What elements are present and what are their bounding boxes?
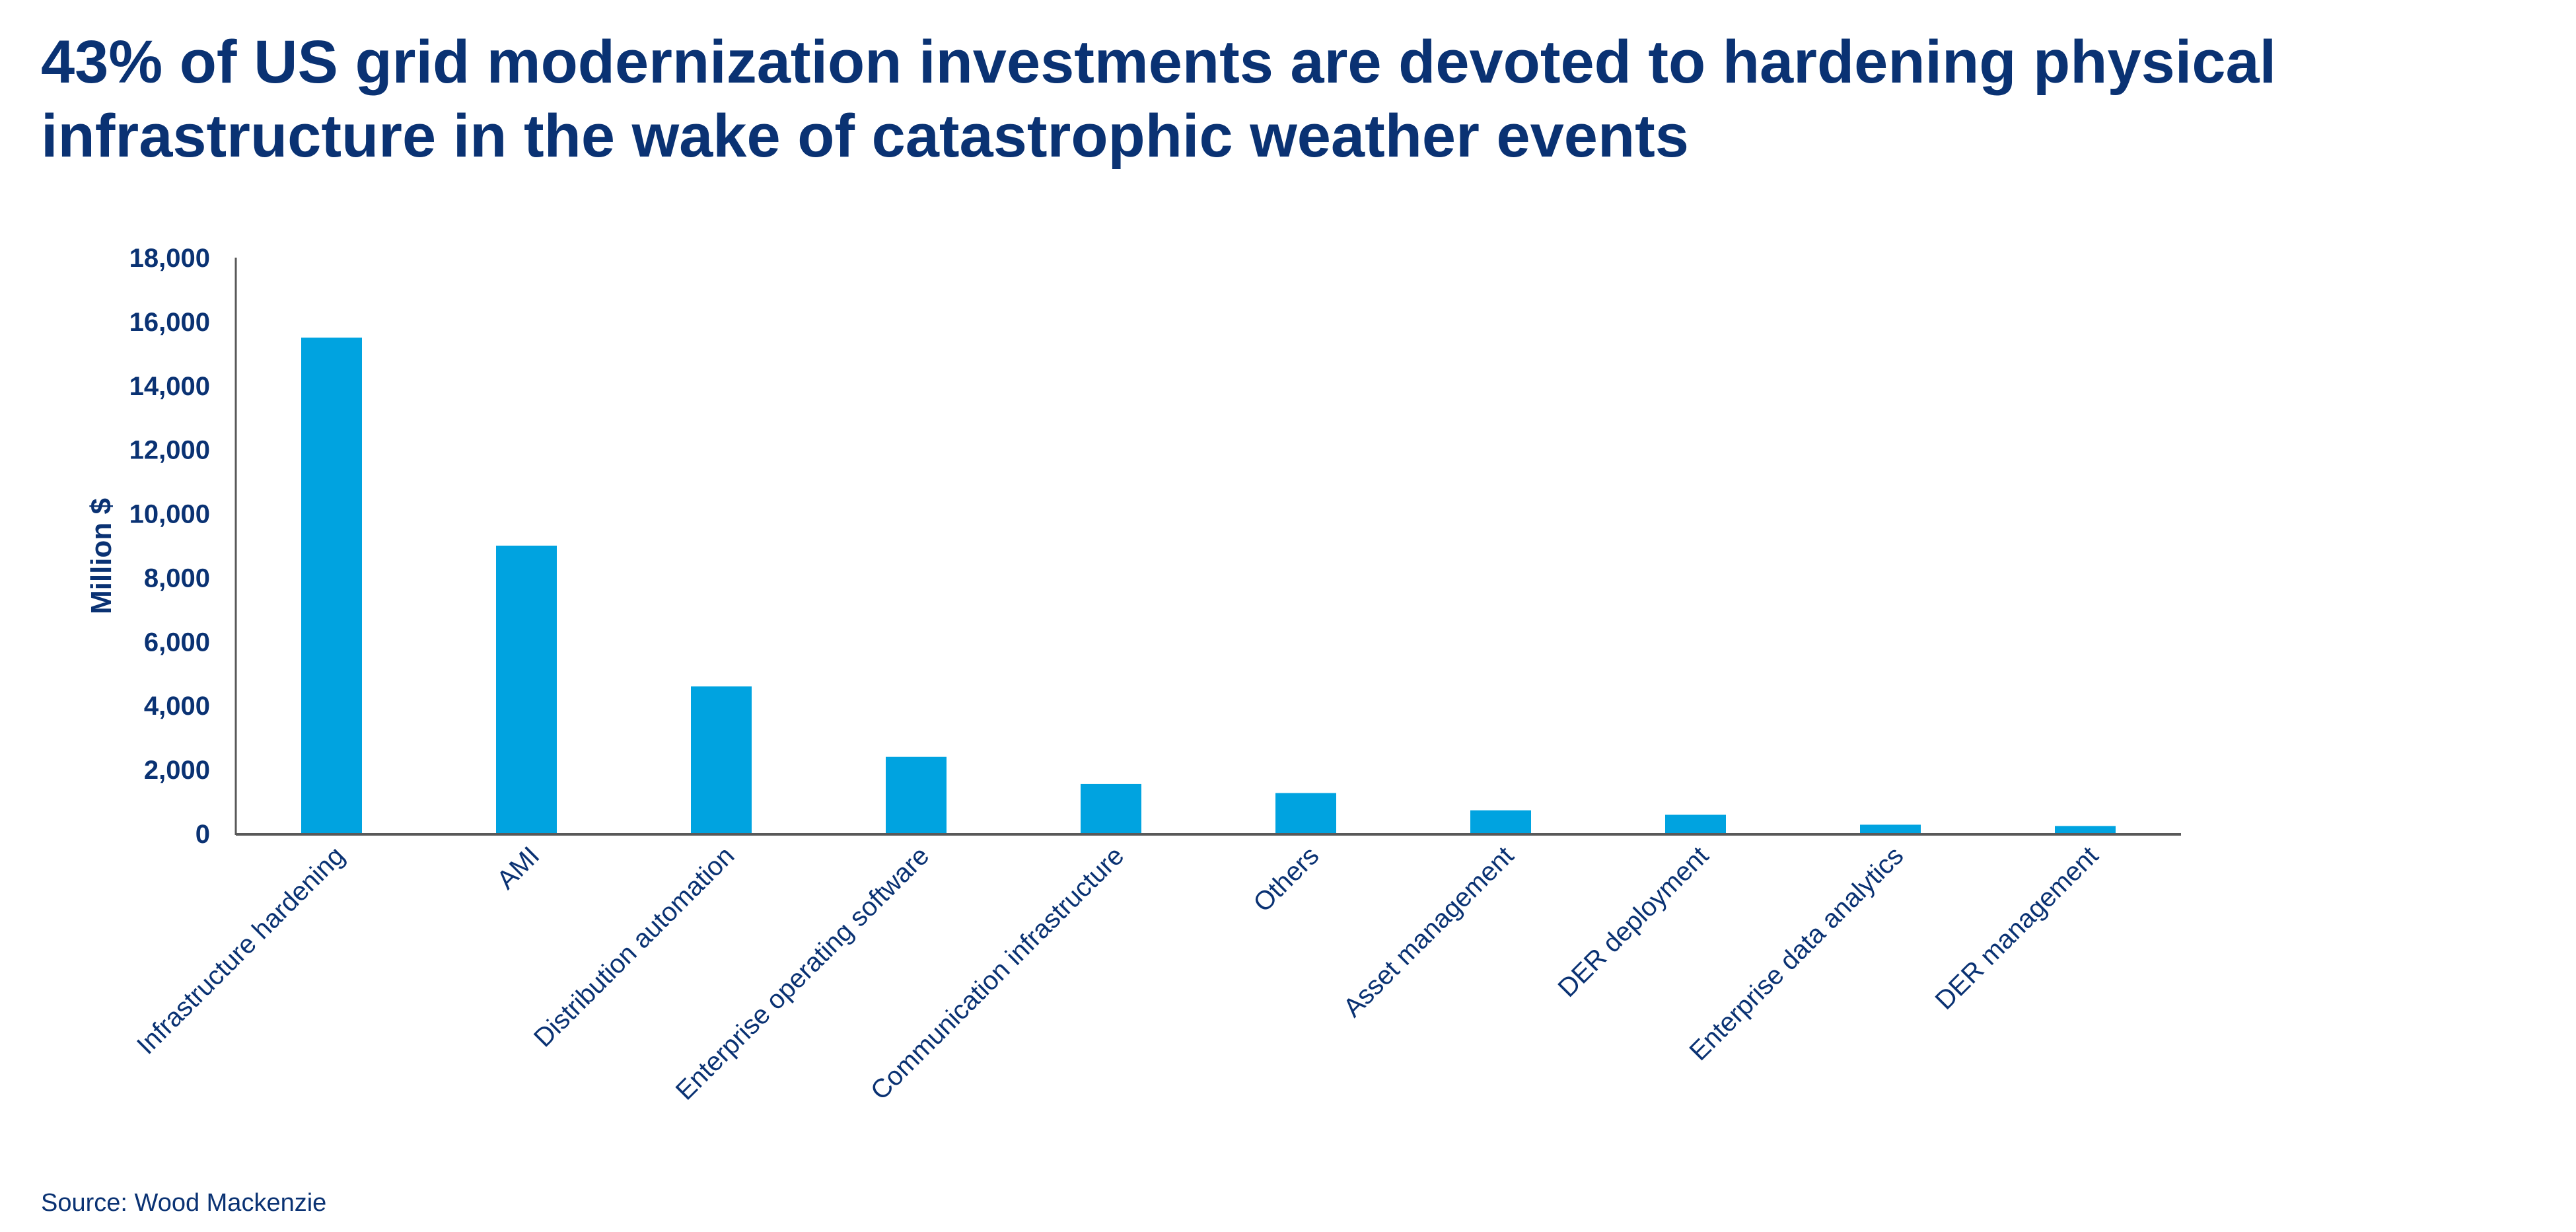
bar — [301, 338, 362, 834]
bar — [496, 546, 557, 834]
bar — [1860, 824, 1921, 834]
x-category-label: Infrastructure hardening — [131, 841, 350, 1060]
x-category-label: Asset management — [1338, 841, 1520, 1023]
x-category-label: Others — [1248, 841, 1324, 918]
y-tick-label: 0 — [196, 820, 210, 849]
y-tick-label: 10,000 — [129, 500, 210, 529]
bar — [691, 686, 752, 834]
x-category-label: AMI — [491, 841, 545, 894]
y-tick-label: 6,000 — [144, 628, 210, 657]
y-tick-label: 16,000 — [129, 308, 210, 337]
y-tick-label: 8,000 — [144, 563, 210, 593]
y-tick-label: 12,000 — [129, 436, 210, 465]
chart-title: 43% of US grid modernization investments… — [41, 28, 2277, 170]
y-tick-label: 14,000 — [129, 372, 210, 401]
y-tick-label: 18,000 — [129, 244, 210, 273]
y-tick-label: 4,000 — [144, 692, 210, 721]
x-category-label: Enterprise data analytics — [1684, 841, 1910, 1066]
bar — [1275, 793, 1336, 834]
bar — [1470, 810, 1531, 834]
y-axis-label: Million $ — [85, 498, 118, 614]
source-note: Source: Wood Mackenzie — [41, 1189, 327, 1217]
x-category-label: DER management — [1930, 841, 2104, 1015]
bar — [886, 756, 947, 834]
bar — [2055, 826, 2116, 834]
bar — [1081, 783, 1141, 834]
bar — [1665, 815, 1726, 834]
x-category-label: Distribution automation — [528, 841, 740, 1052]
y-tick-label: 2,000 — [144, 756, 210, 785]
x-category-label: DER deployment — [1552, 841, 1714, 1003]
